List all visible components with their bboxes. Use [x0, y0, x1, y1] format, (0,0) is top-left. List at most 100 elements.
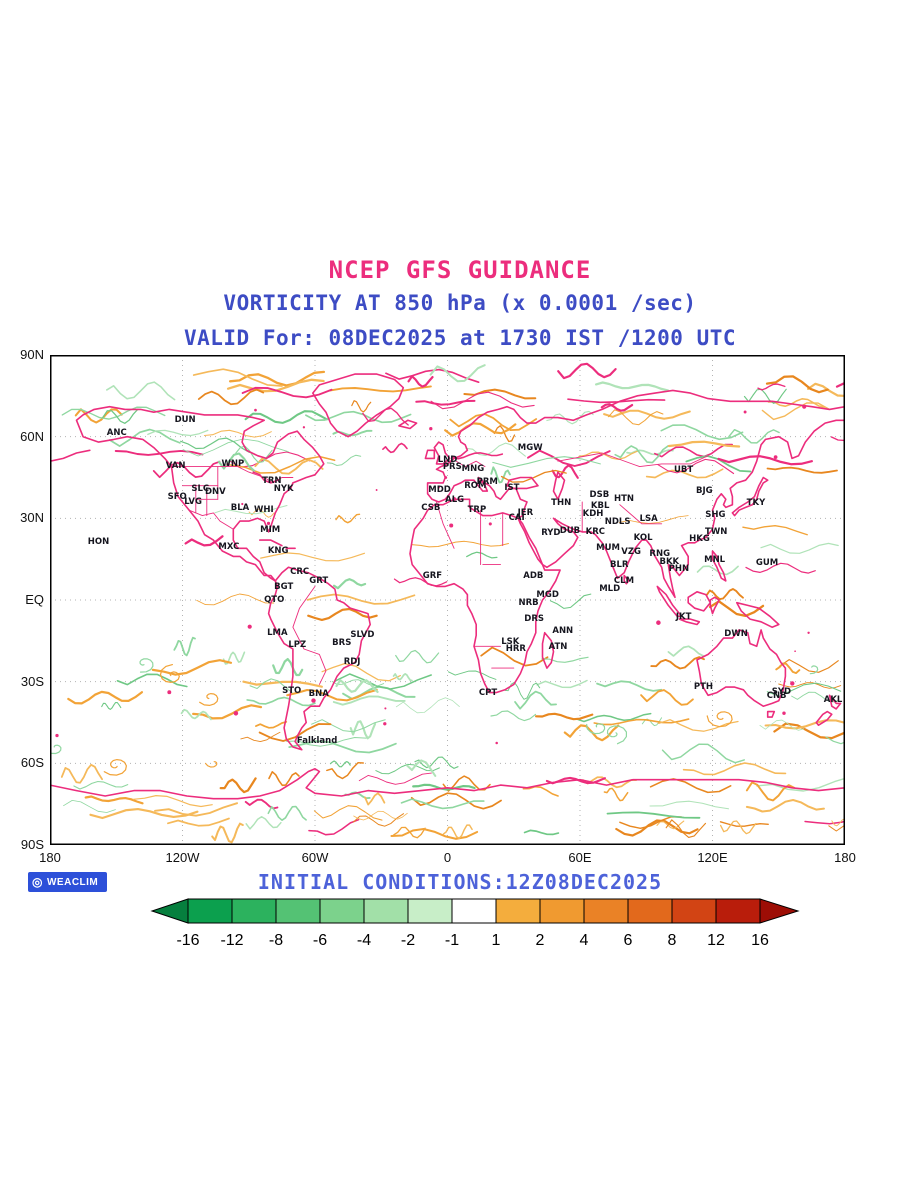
- colorbar-segment: [583, 898, 629, 924]
- colorbar-tick-label: 4: [580, 932, 589, 949]
- map-label-ryd: RYD: [541, 527, 561, 538]
- map-label-htn: HTN: [613, 494, 634, 505]
- map-label-kol: KOL: [633, 533, 653, 544]
- map-label-lsa: LSA: [639, 514, 658, 525]
- colorbar-segment: [231, 898, 277, 924]
- map-label-phn: PHN: [668, 563, 690, 574]
- map-label-mng: MNG: [461, 464, 485, 475]
- lat-tick-label: 90N: [20, 347, 44, 362]
- map-label-akl: AKL: [823, 695, 843, 706]
- map-label-clm: CLM: [613, 576, 635, 587]
- map-label-krc: KRC: [585, 527, 606, 538]
- colorbar-tick-label: -1: [445, 932, 459, 949]
- lat-tick-label: 90S: [20, 837, 44, 852]
- lon-tick-label: 180: [39, 850, 61, 865]
- map-label-blr: BLR: [609, 559, 629, 570]
- map-label-trp: TRP: [467, 505, 487, 516]
- map-label-vzg: VZG: [621, 546, 641, 557]
- map-label-mum: MUM: [596, 543, 620, 554]
- map-label-brs: BRS: [332, 638, 352, 649]
- map-label-slvd: SLVD: [350, 630, 375, 641]
- lat-tick-label: 60S: [20, 755, 44, 771]
- map-label-bgt: BGT: [274, 582, 294, 593]
- colorbar-tick-label: 1: [492, 932, 501, 949]
- map-label-wnp: WNP: [221, 459, 245, 470]
- map-label-bla: BLA: [230, 502, 250, 513]
- map-label-ann: ANN: [552, 625, 574, 636]
- map-label-grf: GRF: [422, 570, 443, 581]
- colorbar-segment: [407, 898, 453, 924]
- lat-tick-label: 60N: [20, 428, 44, 444]
- map-label-hkg: HKG: [689, 534, 710, 545]
- colorbar-tick-label: 6: [624, 932, 633, 949]
- map-label-pth: PTH: [693, 681, 714, 692]
- colorbar-segment: [187, 898, 233, 924]
- map-label-van: VAN: [165, 460, 186, 471]
- lat-tick-label: 30S: [20, 673, 44, 689]
- map-label-cpt: CPT: [478, 687, 498, 698]
- map-label-bna: BNA: [308, 689, 329, 700]
- map-label-prs: PRS: [442, 461, 462, 472]
- lon-tick-label: 60W: [301, 850, 329, 865]
- latitude-axis: 90N 60N 30N EQ 30S 60S 90S: [4, 347, 46, 852]
- map-label-ist: IST: [504, 483, 520, 494]
- colorbar-canvas: -16 -12 -8 -6 -4 -2 -1 1 2 4 6 8 12 16: [150, 898, 800, 949]
- map-label-drs: DRS: [524, 613, 545, 624]
- colorbar-segment: [539, 898, 585, 924]
- map-label-adb: ADB: [523, 570, 544, 581]
- map-label-dsb: DSB: [589, 490, 610, 501]
- colorbar-tick-label: 12: [707, 932, 725, 949]
- map-label-mnl: MNL: [704, 555, 726, 566]
- chart-subtitle: VORTICITY AT 850 hPa (x 0.0001 /sec): [223, 291, 697, 315]
- map-label-hon: HON: [87, 537, 110, 548]
- map-label-sfo: SFO: [167, 492, 187, 503]
- map-label-alg: ALG: [445, 495, 465, 506]
- map-label-cai: CAI: [508, 513, 525, 524]
- map-label-rng: RNG: [649, 548, 671, 559]
- lat-tick-label: EQ: [25, 592, 44, 607]
- map-label-ubt: UBT: [674, 464, 694, 475]
- map-label-sto: STO: [282, 686, 302, 697]
- colorbar-segment: [275, 898, 321, 924]
- map-label-jer: JER: [517, 508, 534, 519]
- colorbar-segment: [363, 898, 409, 924]
- map-label-kng: KNG: [267, 546, 289, 556]
- map-label-dnv: DNV: [204, 486, 226, 497]
- map-label-qto: QTO: [264, 595, 285, 606]
- map-label-anc: ANC: [106, 428, 127, 439]
- map-label-mim: MIM: [260, 524, 281, 535]
- colorbar-tick-label: -12: [220, 932, 243, 949]
- weaclim-badge: ◎ WEACLIM: [28, 872, 108, 892]
- initial-conditions-text: INITIAL CONDITIONS:12Z08DEC2025: [257, 870, 663, 894]
- map-label-mgd: MGD: [536, 589, 559, 600]
- map-city-labels: ANC DUN VAN WNP SFO LVG SLC DNV TRN NYK BLA WHI MIM M…: [50, 355, 845, 845]
- colorbar-segment: [627, 898, 673, 924]
- map-label-thn: THN: [551, 497, 572, 508]
- map-label-csb: CSB: [421, 503, 441, 514]
- map-label-nrb: NRB: [518, 598, 539, 609]
- map-label-trn: TRN: [262, 475, 282, 486]
- colorbar-tick-label: 2: [536, 932, 545, 949]
- map-label-nyk: NYK: [273, 484, 294, 495]
- map-label-dwn: DWN: [724, 628, 748, 639]
- map-label-hrr: HRR: [505, 643, 526, 654]
- colorbar-tick-label: -4: [357, 932, 371, 949]
- map-label-prm: PRM: [476, 476, 498, 487]
- map-label-gum: GUM: [755, 558, 779, 569]
- map-label-bjg: BJG: [695, 486, 713, 497]
- lon-tick-label: 120E: [697, 850, 728, 865]
- colorbar-tick-label: 16: [751, 932, 769, 949]
- colorbar-tick-label: -2: [401, 932, 415, 949]
- map-label-whi: WHI: [254, 504, 274, 515]
- map-label-crc: CRC: [290, 566, 310, 577]
- colorbar-tick-label: -8: [269, 932, 283, 949]
- lon-tick-label: 0: [443, 850, 452, 865]
- colorbar-segment: [451, 898, 497, 924]
- colorbar-segment: [319, 898, 365, 924]
- map-label-atn: ATN: [548, 642, 568, 653]
- lon-tick-label: 60E: [568, 850, 592, 865]
- map-label-dun: DUN: [174, 415, 196, 426]
- weaclim-label: WEACLIM: [46, 876, 99, 888]
- map-label-rom: ROM: [464, 480, 487, 491]
- map-label-twn: TWN: [705, 526, 728, 537]
